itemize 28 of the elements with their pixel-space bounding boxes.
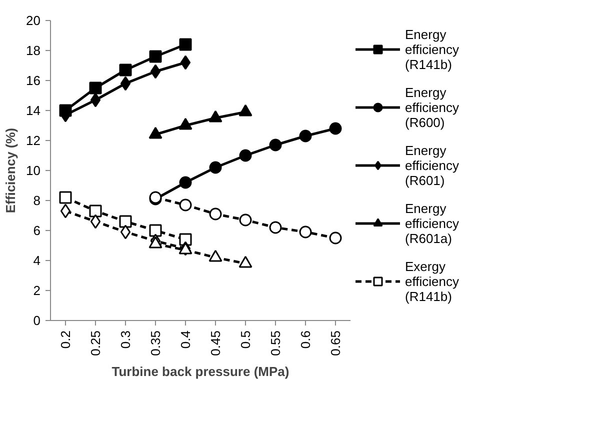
legend-label: Energy efficiency (R601a) (405, 200, 460, 248)
y-tick-label: 4 (33, 253, 41, 268)
y-tick-label: 2 (33, 283, 41, 298)
y-tick-label: 14 (26, 103, 41, 118)
x-tick-label: 0.35 (148, 330, 163, 356)
legend-label: Energy efficiency (R141b) (405, 26, 460, 74)
x-tick-label: 0.3 (118, 330, 133, 349)
y-axis-title: Efficiency (%) (3, 128, 18, 214)
legend-label: Energy efficiency (R601) (405, 142, 460, 190)
x-tick-label: 0.55 (268, 330, 283, 356)
legend-label: Exergy efficiency (R141b) (405, 258, 460, 306)
x-tick-label: 0.4 (178, 330, 193, 349)
x-axis-title: Turbine back pressure (MPa) (112, 364, 290, 379)
x-tick-label: 0.2 (58, 330, 73, 349)
y-tick-label: 8 (33, 193, 41, 208)
y-tick-label: 16 (26, 73, 41, 88)
y-tick-label: 20 (26, 13, 41, 28)
y-tick-label: 6 (33, 223, 41, 238)
y-tick-label: 10 (26, 163, 41, 178)
y-tick-label: 12 (26, 133, 41, 148)
x-tick-label: 0.65 (328, 330, 343, 356)
x-tick-label: 0.5 (238, 330, 253, 349)
y-tick-label: 0 (33, 313, 41, 328)
x-tick-label: 0.45 (208, 330, 223, 356)
legend-label: Energy efficiency (R600) (405, 84, 460, 132)
y-tick-label: 18 (26, 43, 41, 58)
x-tick-label: 0.25 (88, 330, 103, 356)
x-tick-label: 0.6 (298, 330, 313, 349)
